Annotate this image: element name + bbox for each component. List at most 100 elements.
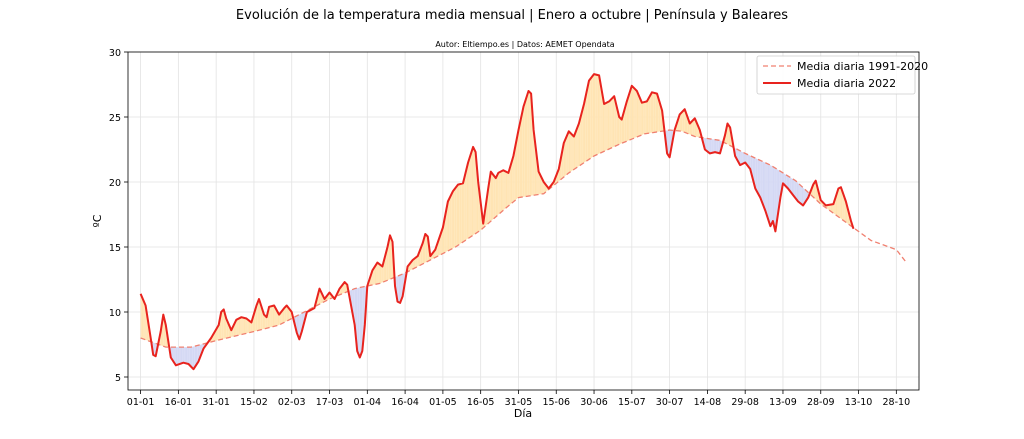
colder-fill-segment bbox=[741, 151, 743, 165]
colder-fill-segment bbox=[788, 176, 790, 191]
warmer-fill-segment bbox=[223, 309, 225, 339]
warmer-fill-segment bbox=[269, 306, 271, 328]
warmer-fill-segment bbox=[452, 189, 455, 249]
warmer-fill-segment bbox=[519, 118, 521, 198]
warmer-fill-segment bbox=[659, 102, 661, 132]
warmer-fill-segment bbox=[679, 113, 681, 132]
warmer-fill-segment bbox=[840, 187, 843, 220]
warmer-fill-segment bbox=[636, 91, 639, 138]
colder-fill-segment bbox=[756, 158, 758, 194]
warmer-fill-segment bbox=[838, 187, 840, 218]
colder-fill-segment bbox=[182, 347, 184, 364]
warmer-fill-segment bbox=[285, 305, 287, 322]
colder-fill-segment bbox=[190, 346, 193, 368]
plot-frame bbox=[127, 51, 920, 391]
warmer-fill-segment bbox=[566, 134, 568, 175]
warmer-fill-segment bbox=[527, 91, 529, 197]
warmer-fill-segment bbox=[600, 82, 602, 154]
warmer-fill-segment bbox=[689, 122, 692, 135]
warmer-fill-segment bbox=[606, 102, 608, 151]
colder-fill-segment bbox=[800, 185, 802, 205]
warmer-fill-segment bbox=[654, 92, 656, 133]
warmer-fill-segment bbox=[236, 319, 238, 336]
warmer-fill-segment bbox=[515, 136, 518, 200]
warmer-fill-segment bbox=[287, 307, 290, 321]
warmer-fill-segment bbox=[274, 305, 276, 327]
colder-fill-segment bbox=[196, 345, 198, 366]
warmer-fill-segment bbox=[585, 92, 587, 162]
warmer-fill-segment bbox=[281, 309, 283, 324]
x-tick-label: 16-04 bbox=[391, 397, 419, 408]
x-tick-label: 28-10 bbox=[883, 397, 911, 408]
colder-fill-segment bbox=[400, 274, 402, 303]
warmer-fill-segment bbox=[240, 317, 242, 335]
colder-fill-segment bbox=[193, 346, 195, 370]
warmer-fill-segment bbox=[619, 117, 621, 145]
x-axis-ticks: 01-01 16-01 31-01 15-02 02-03 17-03 01-04 16-04… bbox=[127, 390, 910, 408]
warmer-fill-segment bbox=[470, 150, 472, 237]
warmer-fill-segment bbox=[612, 96, 615, 148]
warmer-fill-segment bbox=[522, 106, 524, 198]
warmer-fill-segment bbox=[456, 184, 459, 247]
warmer-fill-segment bbox=[644, 101, 646, 134]
colder-fill-segment bbox=[358, 287, 360, 358]
x-tick-label: 17-03 bbox=[316, 397, 344, 408]
colder-fill-segment bbox=[711, 139, 713, 154]
legend-label-climatology: Media diaria 1991-2020 bbox=[797, 60, 928, 73]
warmer-fill-segment bbox=[575, 130, 577, 169]
warmer-fill-segment bbox=[464, 172, 466, 242]
colder-fill-segment bbox=[707, 138, 709, 153]
colder-fill-segment bbox=[668, 130, 670, 158]
colder-fill-segment bbox=[179, 347, 181, 364]
warmer-fill-segment bbox=[580, 113, 582, 166]
warmer-fill-segment bbox=[508, 168, 510, 206]
warmer-fill-segment bbox=[463, 178, 465, 242]
warmer-fill-segment bbox=[595, 74, 597, 156]
warmer-fill-segment bbox=[387, 241, 389, 281]
x-tick-label: 31-05 bbox=[505, 397, 533, 408]
warmer-fill-segment bbox=[446, 201, 448, 252]
warmer-fill-segment bbox=[241, 317, 243, 335]
colder-fill-segment bbox=[795, 180, 797, 200]
warmer-fill-segment bbox=[250, 321, 252, 333]
warmer-fill-segment bbox=[379, 264, 382, 284]
x-tick-label: 01-01 bbox=[127, 397, 155, 408]
warmer-fill-segment bbox=[691, 120, 693, 136]
warmer-fill-segment bbox=[381, 265, 383, 283]
colder-fill-segment bbox=[784, 173, 786, 186]
warmer-fill-segment bbox=[830, 204, 833, 213]
warmer-fill-segment bbox=[568, 131, 571, 173]
warmer-fill-segment bbox=[272, 305, 275, 327]
warmer-fill-segment bbox=[655, 93, 658, 133]
warmer-fill-segment bbox=[604, 103, 606, 152]
warmer-fill-segment bbox=[248, 320, 251, 333]
warmer-fill-segment bbox=[650, 92, 652, 133]
colder-fill-segment bbox=[397, 275, 399, 303]
colder-fill-segment bbox=[743, 152, 746, 164]
colder-fill-segment bbox=[745, 153, 747, 165]
y-tick-label: 25 bbox=[109, 113, 121, 124]
x-tick-label: 15-07 bbox=[618, 397, 646, 408]
x-tick-label: 01-05 bbox=[429, 397, 457, 408]
colder-fill-segment bbox=[194, 345, 197, 368]
warmer-fill-segment bbox=[141, 296, 144, 339]
x-tick-label: 13-09 bbox=[769, 397, 797, 408]
warmer-fill-segment bbox=[583, 98, 586, 163]
warmer-fill-segment bbox=[578, 118, 581, 167]
colder-fill-segment bbox=[183, 347, 185, 364]
warmer-fill-segment bbox=[282, 308, 285, 324]
warmer-fill-segment bbox=[286, 305, 288, 322]
warmer-fill-segment bbox=[658, 97, 660, 132]
grid bbox=[128, 51, 919, 390]
warmer-fill-segment bbox=[615, 101, 617, 147]
warmer-fill-segment bbox=[565, 137, 567, 177]
colder-fill-segment bbox=[803, 187, 805, 206]
warmer-fill-segment bbox=[680, 111, 683, 132]
legend-box bbox=[756, 55, 916, 95]
colder-fill-segment bbox=[766, 163, 768, 219]
warmer-fill-segment bbox=[245, 318, 247, 334]
warmer-fill-segment bbox=[284, 306, 286, 323]
warmer-fill-segment bbox=[226, 318, 228, 339]
warmer-fill-segment bbox=[582, 104, 584, 164]
colder-fill-segment bbox=[769, 164, 771, 227]
